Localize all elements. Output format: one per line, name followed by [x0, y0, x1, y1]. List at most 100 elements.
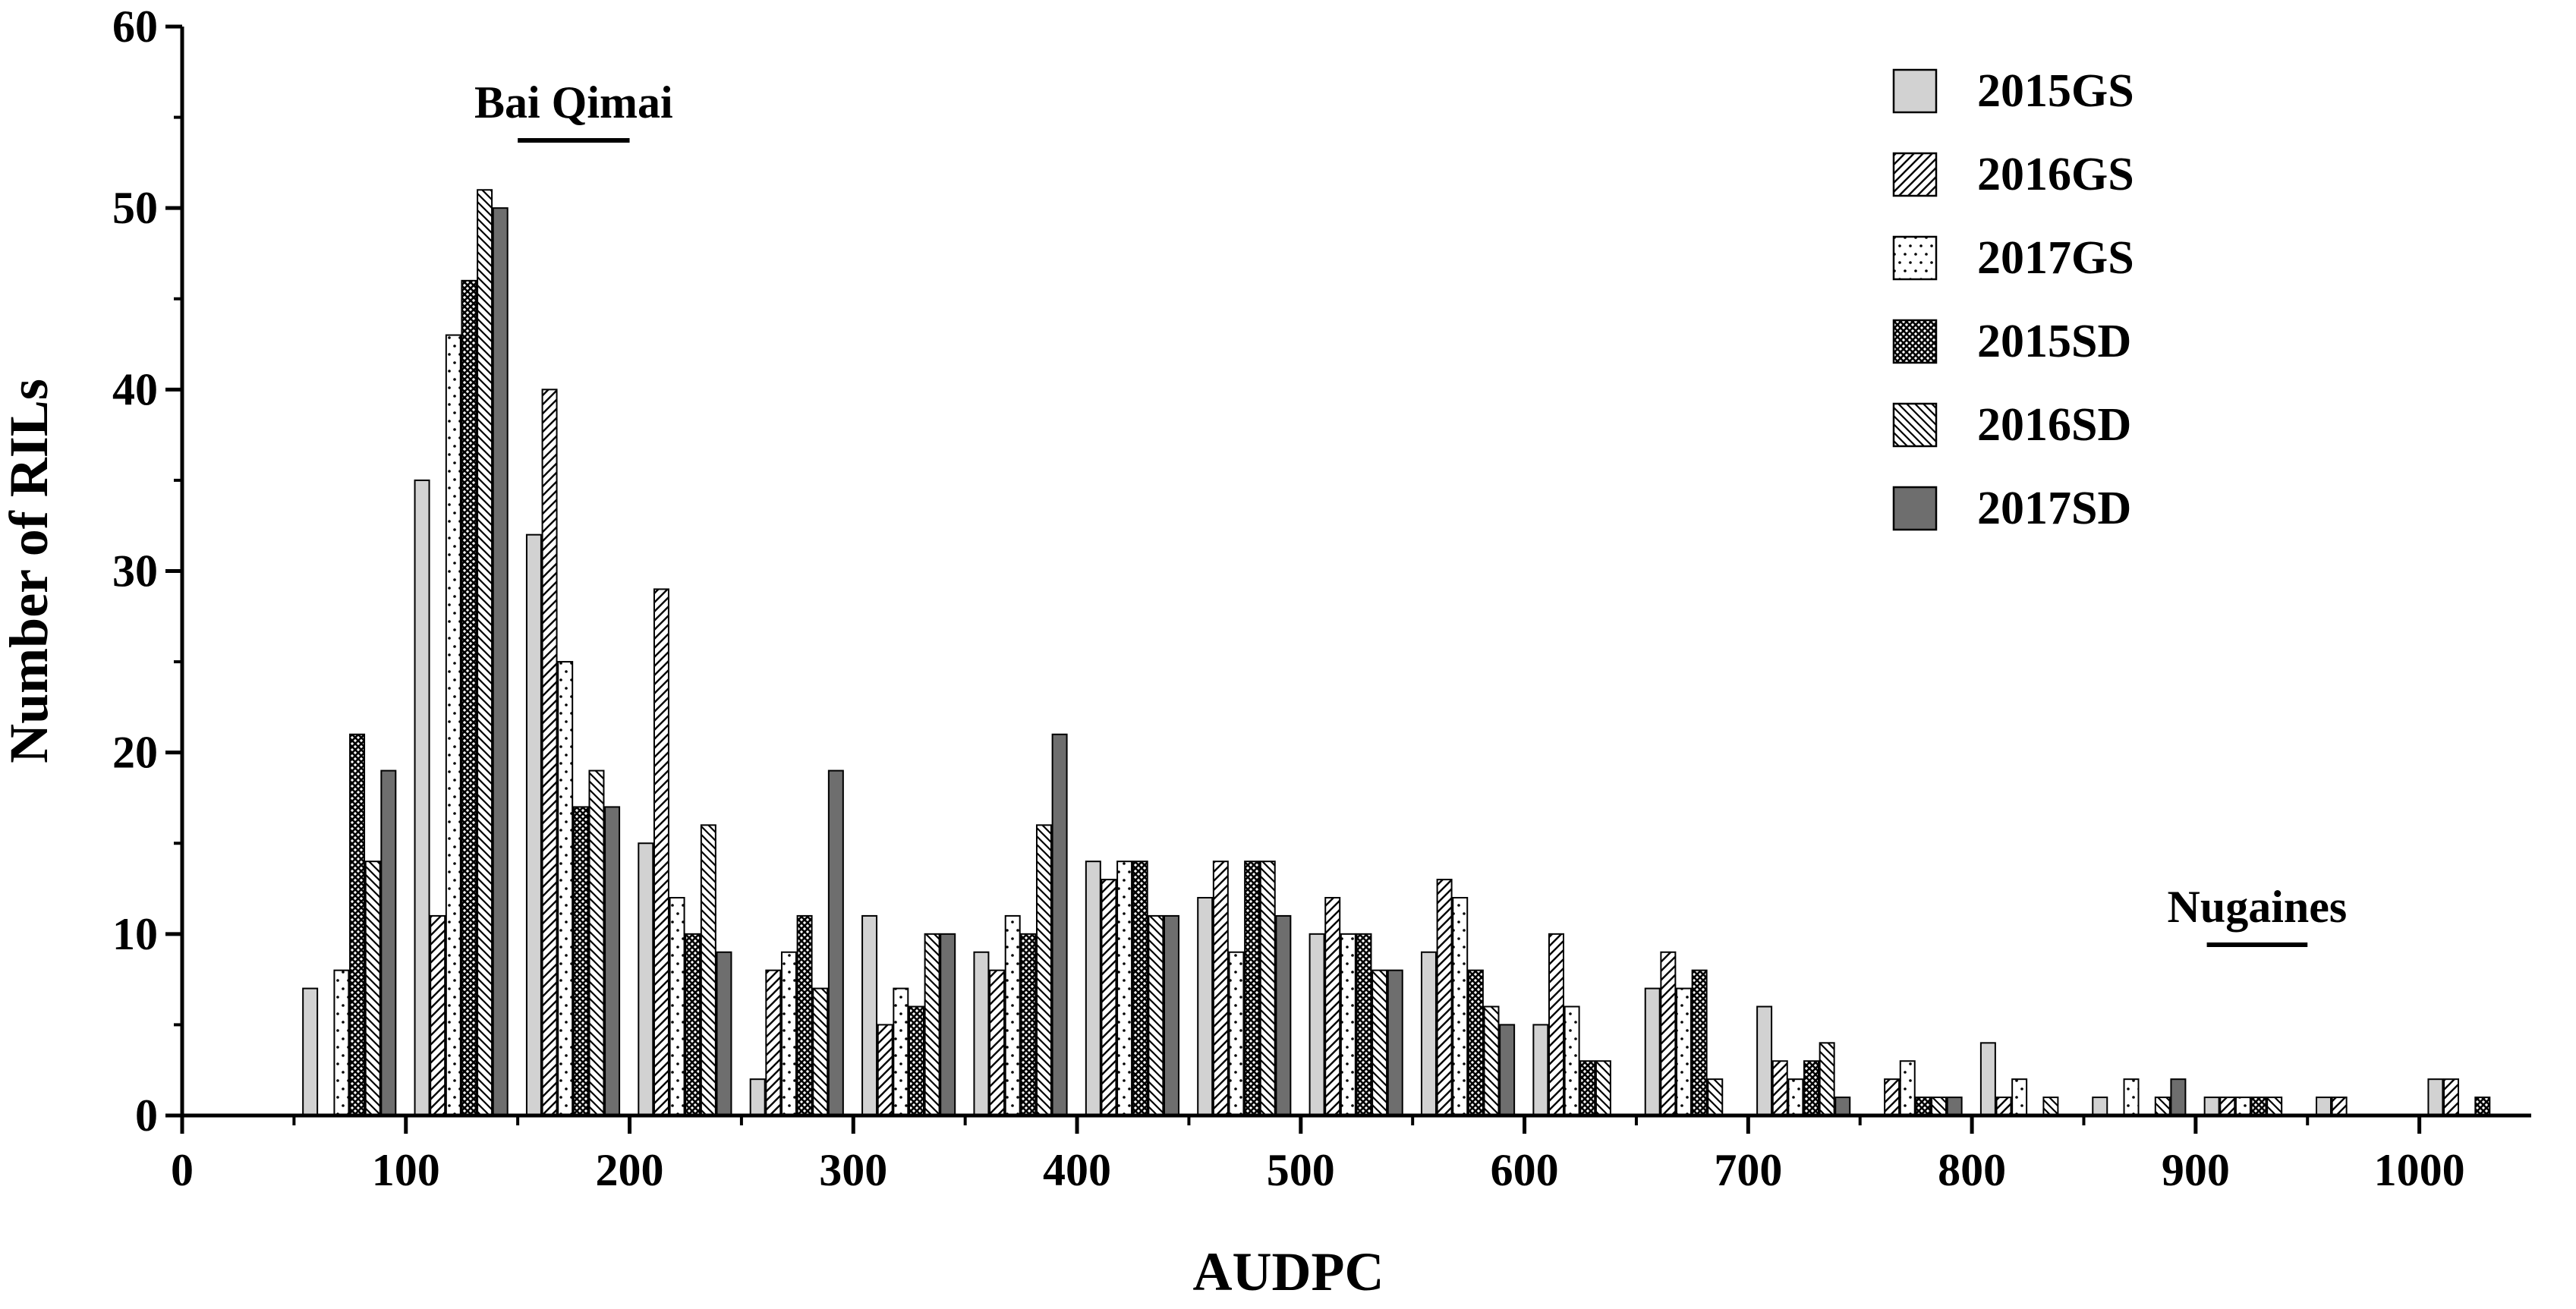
bar-2017GS-375: [1004, 914, 1021, 1117]
bar-2016GS-775: [1884, 1078, 1901, 1117]
legend-label-2017GS: 2017GS: [1977, 232, 2134, 284]
bar-2015GS-725: [1756, 1005, 1773, 1116]
x-tick-label: 800: [1938, 1145, 2006, 1195]
bar-2015GS-325: [861, 914, 878, 1117]
y-tick-label: 10: [112, 909, 158, 959]
bar-2015GS-225: [638, 842, 654, 1116]
bar-2016SD-825: [2042, 1097, 2059, 1116]
bar-2017GS-775: [1899, 1060, 1916, 1116]
bar-2015SD-325: [908, 1005, 924, 1116]
bar-2015SD-425: [1132, 861, 1148, 1117]
bar-2015GS-525: [1308, 933, 1325, 1116]
bar-2017SD-275: [827, 769, 844, 1117]
bar-2016GS-375: [989, 969, 1006, 1117]
bar-2015GS-1025: [2427, 1078, 2444, 1117]
bar-2017SD-775: [1946, 1097, 1963, 1116]
bar-2016SD-375: [1035, 824, 1052, 1116]
legend-swatch-2015GS: [1892, 68, 1938, 114]
bar-2016GS-1025: [2443, 1078, 2460, 1117]
bar-2016SD-225: [700, 824, 716, 1116]
legend-label-2015GS: 2015GS: [1977, 65, 2134, 117]
legend-label-2015SD: 2015SD: [1977, 316, 2131, 367]
bar-2015SD-225: [685, 933, 701, 1116]
bar-2017SD-375: [1051, 733, 1068, 1116]
bar-2016SD-775: [1931, 1097, 1948, 1116]
bar-2016GS-275: [765, 969, 782, 1117]
bar-2015GS-125: [414, 479, 430, 1116]
y-tick-label: 20: [112, 728, 158, 778]
bar-2017GS-525: [1340, 933, 1356, 1116]
x-tick-label: 600: [1491, 1145, 1559, 1195]
x-tick-label: 0: [171, 1145, 194, 1195]
bar-2016SD-875: [2154, 1097, 2171, 1116]
bar-2017SD-575: [1499, 1024, 1516, 1117]
bar-2015SD-725: [1803, 1060, 1820, 1116]
bar-2017GS-875: [2123, 1078, 2140, 1117]
bar-2016GS-725: [1771, 1060, 1788, 1116]
bar-2016SD-325: [924, 933, 940, 1116]
bar-2016GS-825: [1995, 1097, 2012, 1116]
bar-2015SD-775: [1915, 1097, 1932, 1116]
bar-2016GS-425: [1101, 879, 1117, 1116]
bar-2015GS-375: [973, 951, 990, 1116]
bar-2015GS-875: [2092, 1097, 2108, 1116]
bar-2015GS-925: [2203, 1097, 2220, 1116]
annotation-label-1: Bai Qimai: [474, 77, 673, 127]
bar-2017GS-175: [557, 661, 574, 1116]
bar-2017SD-225: [716, 951, 732, 1116]
bar-2016GS-675: [1660, 951, 1677, 1116]
bar-2017GS-575: [1452, 897, 1469, 1116]
bar-2015GS-625: [1532, 1024, 1549, 1117]
bar-2016GS-225: [653, 588, 669, 1116]
bar-2017GS-325: [893, 987, 909, 1116]
x-tick-label: 400: [1043, 1145, 1111, 1195]
bar-2015SD-275: [796, 914, 813, 1117]
bar-2015SD-1025: [2474, 1097, 2491, 1116]
y-tick-label: 50: [112, 183, 158, 233]
y-tick-label: 40: [112, 364, 158, 414]
bar-2015SD-525: [1356, 933, 1372, 1116]
bar-2017SD-175: [604, 806, 621, 1117]
bar-2017GS-275: [780, 951, 797, 1116]
bar-2016SD-425: [1148, 914, 1164, 1117]
bar-2017GS-125: [445, 334, 461, 1117]
bar-2017GS-225: [669, 897, 685, 1116]
bar-2017SD-525: [1387, 969, 1403, 1117]
x-tick-label: 500: [1267, 1145, 1335, 1195]
bar-2017SD-75: [380, 769, 397, 1117]
bar-2016GS-175: [541, 389, 558, 1116]
bar-2017SD-475: [1275, 914, 1292, 1117]
bar-2015GS-675: [1644, 987, 1661, 1116]
bar-2016SD-925: [2266, 1097, 2283, 1116]
bars-layer: [302, 189, 2491, 1117]
bar-2016SD-75: [364, 861, 381, 1117]
bar-2017GS-475: [1228, 951, 1245, 1116]
legend: 2015GS 2016GS 2017GS 2015SD 2016SD 2017SD: [1892, 65, 2134, 534]
bar-2017GS-75: [333, 969, 350, 1117]
x-axis-title: AUDPC: [1193, 1241, 1384, 1302]
bar-2015GS-75: [302, 987, 319, 1116]
bar-2017GS-425: [1116, 861, 1133, 1117]
bar-2017GS-625: [1564, 1005, 1580, 1116]
bar-2015SD-675: [1691, 969, 1708, 1117]
bar-2016SD-475: [1259, 861, 1276, 1117]
bar-2015SD-925: [2250, 1097, 2267, 1116]
bar-2017SD-725: [1834, 1097, 1851, 1116]
bar-2015SD-575: [1467, 969, 1484, 1117]
bar-2017GS-675: [1676, 987, 1692, 1116]
bar-2015GS-475: [1197, 897, 1214, 1116]
bar-2015SD-175: [572, 806, 589, 1117]
bar-2015GS-175: [525, 533, 542, 1116]
bar-2015SD-75: [349, 733, 366, 1116]
bar-2015SD-475: [1244, 861, 1261, 1117]
legend-swatch-2016SD: [1892, 402, 1938, 448]
bar-2015GS-275: [749, 1078, 766, 1117]
bar-2016SD-725: [1819, 1042, 1835, 1116]
bar-2015GS-425: [1085, 861, 1101, 1117]
x-tick-label: 300: [819, 1145, 887, 1195]
x-tick-label: 100: [372, 1145, 440, 1195]
annotations: Bai Qimai Nugaines: [474, 77, 2347, 947]
x-tick-label: 900: [2162, 1145, 2230, 1195]
